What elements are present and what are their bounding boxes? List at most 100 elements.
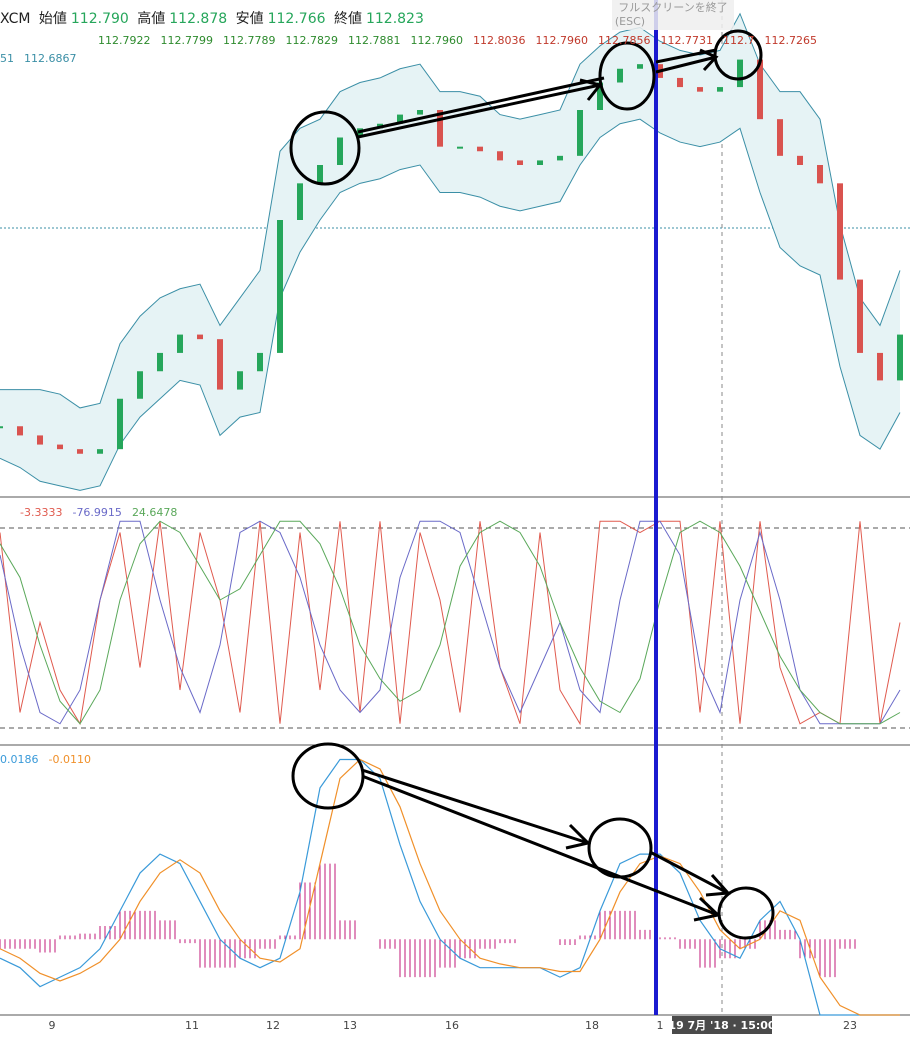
candle bbox=[857, 279, 863, 353]
candle bbox=[37, 435, 43, 445]
candle bbox=[697, 87, 703, 92]
candle bbox=[617, 68, 623, 83]
candle bbox=[337, 137, 343, 165]
label: 終値 bbox=[333, 11, 362, 27]
candle bbox=[637, 64, 643, 69]
candle bbox=[257, 352, 263, 372]
esc-label[interactable]: (ESC) bbox=[615, 15, 645, 28]
circle bbox=[717, 886, 775, 940]
bollinger-upper bbox=[0, 12, 901, 409]
candle bbox=[797, 155, 803, 165]
bollinger-lower bbox=[0, 118, 901, 491]
candle bbox=[77, 449, 83, 454]
x-tick-label: 12 bbox=[266, 1019, 280, 1032]
band-fill bbox=[0, 13, 900, 491]
candle bbox=[837, 183, 843, 280]
crosshair-label: 19 7月 '18 · 15:00 bbox=[668, 1019, 775, 1032]
candle bbox=[97, 449, 103, 454]
candle bbox=[217, 339, 223, 390]
value: 112.823 bbox=[365, 11, 424, 27]
signal-line bbox=[0, 758, 900, 1016]
value: 112.7265 bbox=[764, 34, 818, 47]
value: 112.790 bbox=[70, 11, 129, 27]
symbol: XCM bbox=[0, 11, 31, 27]
x-tick-label: 1 bbox=[657, 1019, 664, 1032]
candle bbox=[237, 371, 243, 390]
candle bbox=[137, 371, 143, 399]
candle bbox=[17, 426, 23, 436]
fullscreen-label[interactable]: フルスクリーンを終了 bbox=[618, 0, 727, 14]
candle bbox=[577, 110, 583, 156]
candle bbox=[717, 87, 723, 92]
value: 112.8036 bbox=[473, 34, 526, 47]
value: 112.6867 bbox=[24, 52, 77, 65]
x-tick-label: 9 bbox=[49, 1019, 56, 1032]
candle bbox=[57, 444, 63, 450]
value: 112.7960 bbox=[535, 34, 589, 47]
value: 0.0186 bbox=[0, 753, 39, 766]
value: 51 bbox=[0, 52, 14, 65]
candle bbox=[737, 59, 743, 88]
value: 112.7789 bbox=[223, 34, 276, 47]
arrow bbox=[649, 850, 732, 897]
value: 112.7856 bbox=[598, 34, 651, 47]
candle bbox=[197, 334, 203, 340]
candle bbox=[177, 334, 183, 353]
plot-area bbox=[0, 12, 903, 1016]
circle bbox=[289, 110, 361, 186]
candle bbox=[157, 352, 163, 372]
value: -0.0110 bbox=[48, 753, 91, 766]
candle bbox=[897, 334, 903, 381]
label: 高値 bbox=[137, 11, 166, 27]
value: 112.766 bbox=[267, 11, 326, 27]
x-tick-label: 11 bbox=[185, 1019, 199, 1032]
candle bbox=[557, 155, 563, 161]
candle bbox=[417, 110, 423, 115]
candle bbox=[437, 110, 443, 147]
stoch-slow bbox=[0, 520, 901, 725]
x-tick-label: 23 bbox=[843, 1019, 857, 1032]
annotations bbox=[289, 29, 775, 940]
value: 112.7960 bbox=[410, 34, 464, 47]
value: 24.6478 bbox=[131, 506, 178, 519]
bb-values: 51 112.6867 bbox=[0, 52, 87, 65]
candle bbox=[117, 398, 123, 450]
label: 安値 bbox=[235, 11, 264, 27]
stoch-d bbox=[0, 520, 901, 725]
x-tick-label: 13 bbox=[343, 1019, 357, 1032]
value: 112.7881 bbox=[348, 34, 401, 47]
value: -76.9915 bbox=[72, 506, 122, 519]
fullscreen-button[interactable] bbox=[612, 0, 734, 30]
candle bbox=[757, 59, 763, 120]
candle bbox=[397, 114, 403, 124]
macd-line bbox=[0, 758, 900, 1016]
circle bbox=[598, 41, 656, 111]
value: 112.878 bbox=[169, 11, 228, 27]
value: 112.7799 bbox=[160, 34, 214, 47]
macd-values: 0.0186 -0.0110 bbox=[0, 753, 101, 766]
candle bbox=[297, 183, 303, 220]
candle bbox=[817, 165, 823, 184]
arrow bbox=[361, 768, 591, 850]
arrow bbox=[361, 774, 722, 922]
candle bbox=[477, 146, 483, 152]
value: 112.7829 bbox=[285, 34, 339, 47]
candle bbox=[517, 160, 523, 165]
candle bbox=[497, 151, 503, 161]
candle bbox=[677, 77, 683, 88]
candle bbox=[777, 119, 783, 156]
candle bbox=[597, 82, 603, 110]
candle bbox=[277, 220, 283, 353]
crosshair-badge bbox=[672, 1016, 772, 1034]
arrow bbox=[357, 76, 605, 134]
value: 112.7922 bbox=[98, 34, 151, 47]
stoch-k bbox=[0, 520, 901, 726]
x-tick-label: 16 bbox=[445, 1019, 459, 1032]
value: -3.3333 bbox=[20, 506, 63, 519]
x-tick-label: 18 bbox=[585, 1019, 599, 1032]
ohlc-header: XCM 始値 112.790 高値 112.878 安値 112.766 終値 112.… bbox=[0, 8, 428, 28]
candle bbox=[317, 165, 323, 184]
candle bbox=[537, 160, 543, 165]
